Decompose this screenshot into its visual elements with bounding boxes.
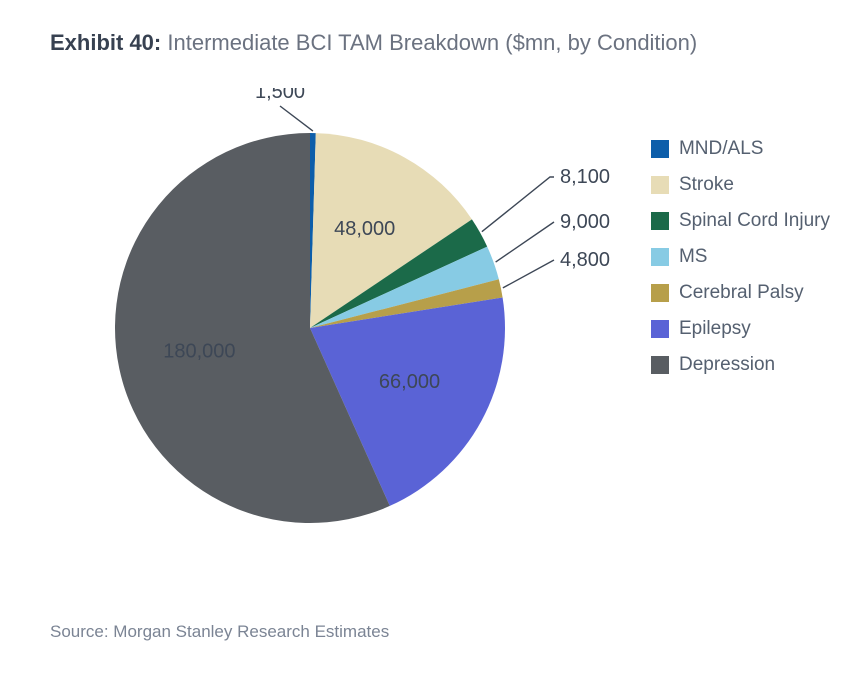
legend-swatch xyxy=(651,140,669,158)
legend-label: MS xyxy=(679,246,708,268)
legend-swatch xyxy=(651,176,669,194)
legend-item: Epilepsy xyxy=(651,318,830,340)
legend-label: Epilepsy xyxy=(679,318,751,340)
source-text: Source: Morgan Stanley Research Estimate… xyxy=(50,622,389,642)
legend-label: Cerebral Palsy xyxy=(679,282,804,304)
exhibit-label: Exhibit 40: xyxy=(50,30,161,55)
legend-label: Depression xyxy=(679,354,775,376)
slice-value-label: 1,500 xyxy=(255,88,305,103)
legend-item: Stroke xyxy=(651,174,830,196)
slice-value-label: 4,800 xyxy=(560,249,610,271)
chart-container: Exhibit 40: Intermediate BCI TAM Breakdo… xyxy=(0,0,856,676)
title-text: Intermediate BCI TAM Breakdown ($mn, by … xyxy=(167,30,697,55)
leader-line xyxy=(280,106,313,131)
legend-item: MS xyxy=(651,246,830,268)
legend: MND/ALS Stroke Spinal Cord Injury MS Cerebra… xyxy=(651,138,830,390)
slice-value-label: 66,000 xyxy=(379,371,440,393)
chart-area: 1,50048,0008,1009,0004,80066,000180,000 … xyxy=(50,78,820,558)
chart-title: Exhibit 40: Intermediate BCI TAM Breakdo… xyxy=(50,28,770,58)
pie-chart: 1,500 48,000 8,100 9,000 4,800 66,000 180,000 xyxy=(80,88,680,568)
leader-line xyxy=(503,260,554,288)
slice-value-label: 8,100 xyxy=(560,166,610,188)
legend-item: Depression xyxy=(651,354,830,376)
legend-swatch xyxy=(651,248,669,266)
legend-label: Spinal Cord Injury xyxy=(679,210,830,232)
legend-swatch xyxy=(651,356,669,374)
legend-swatch xyxy=(651,212,669,230)
legend-label: MND/ALS xyxy=(679,138,763,160)
legend-label: Stroke xyxy=(679,174,734,196)
leader-line xyxy=(496,222,554,262)
legend-item: MND/ALS xyxy=(651,138,830,160)
legend-item: Spinal Cord Injury xyxy=(651,210,830,232)
legend-swatch xyxy=(651,284,669,302)
legend-item: Cerebral Palsy xyxy=(651,282,830,304)
slice-value-label: 48,000 xyxy=(334,218,395,240)
slice-value-label: 180,000 xyxy=(163,340,235,362)
legend-swatch xyxy=(651,320,669,338)
leader-line xyxy=(482,177,554,232)
slice-value-label: 9,000 xyxy=(560,211,610,233)
